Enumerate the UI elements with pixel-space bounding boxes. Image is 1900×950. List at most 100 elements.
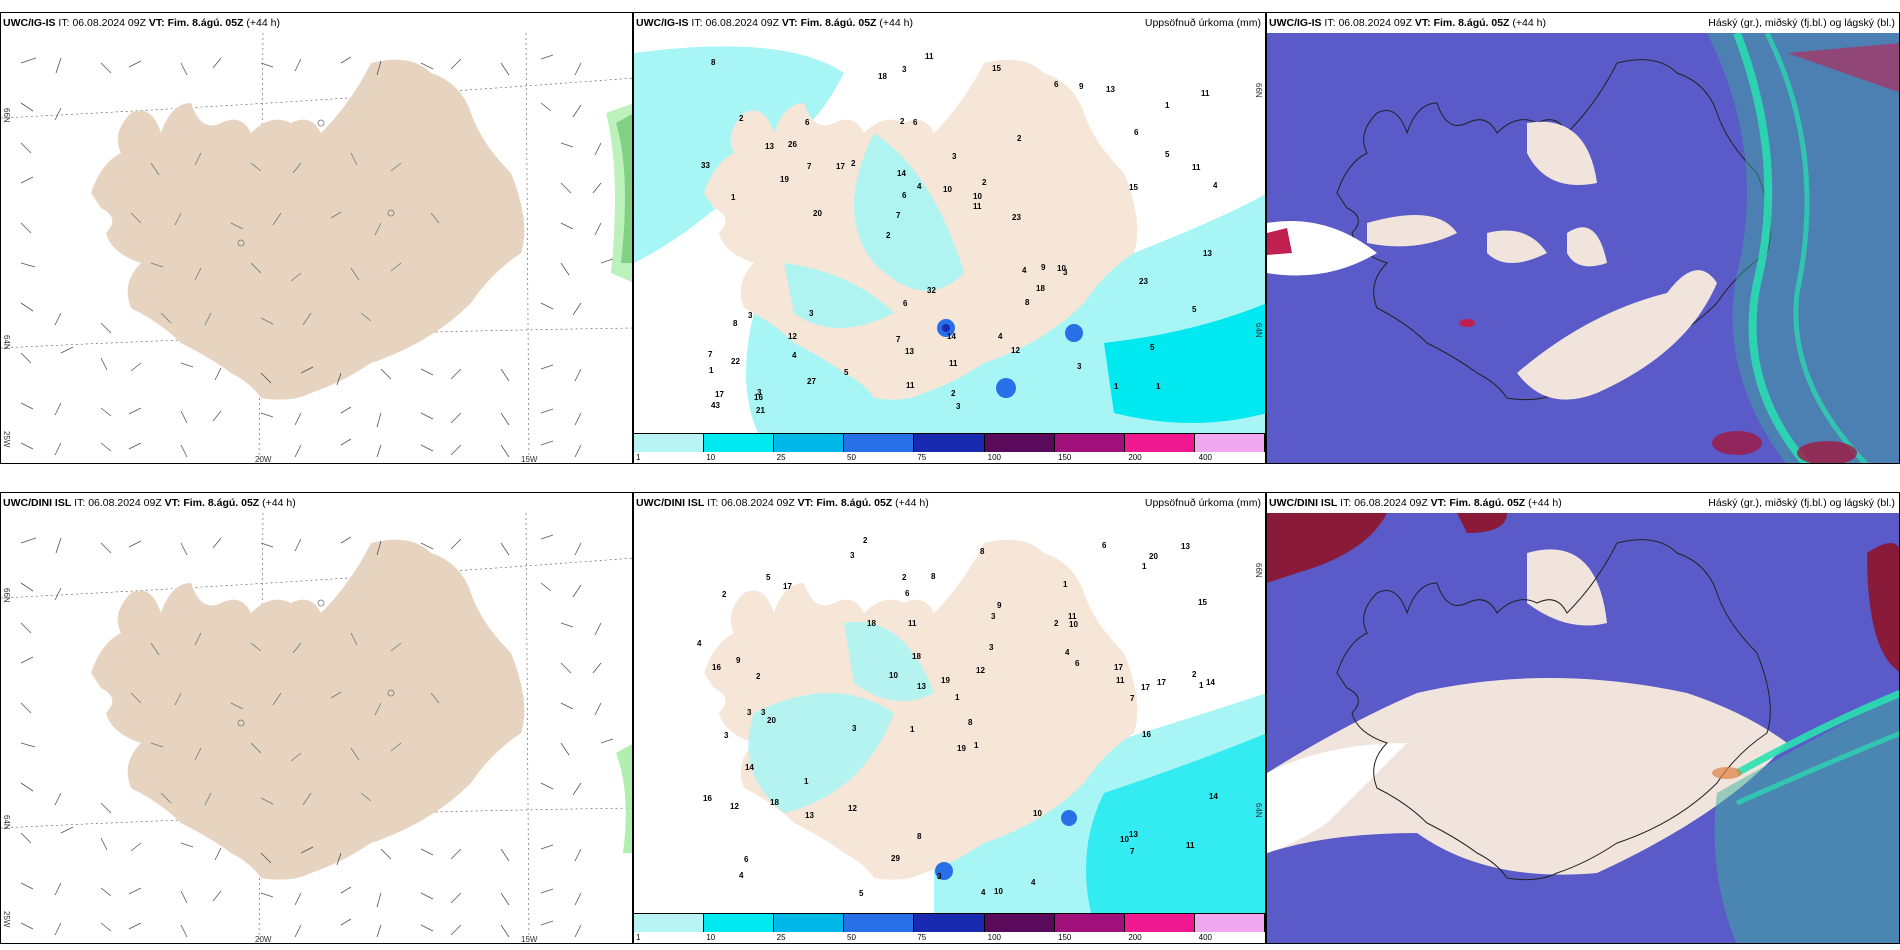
precip-value-label: 4 — [1213, 181, 1218, 190]
precip-value-label: 19 — [957, 744, 966, 753]
precip-value-label: 1 — [1199, 681, 1204, 690]
precip-value-label: 10 — [1033, 809, 1042, 818]
colorbar-tick-label: 400 — [1198, 453, 1213, 462]
precip-value-label: 6 — [902, 191, 907, 200]
precip-value-label: 5 — [859, 889, 864, 898]
colorbar-swatch — [704, 914, 775, 932]
precip-value-label: 11 — [949, 359, 958, 368]
precip-value-label: 13 — [1106, 85, 1115, 94]
precip-value-label: 14 — [1209, 792, 1218, 801]
panel-header: UWC/DINI ISL IT: 06.08.2024 09Z VT: Fim.… — [634, 493, 1265, 513]
colorbar-swatch — [844, 434, 915, 452]
precip-value-label: 14 — [1206, 678, 1215, 687]
precip-value-label: 4 — [1031, 878, 1036, 887]
lat-label: 25W — [2, 431, 11, 448]
precip-value-label: 3 — [991, 612, 996, 621]
precip-value-label: 13 — [905, 347, 914, 356]
panel-header: UWC/IG-IS IT: 06.08.2024 09Z VT: Fim. 8.… — [1, 13, 632, 33]
wind-map-panel-igis: UWC/IG-IS IT: 06.08.2024 09Z VT: Fim. 8.… — [0, 12, 633, 464]
precip-value-label: 3 — [937, 872, 942, 881]
precip-value-label: 2 — [851, 159, 856, 168]
precip-value-label: 11 — [1186, 841, 1195, 850]
precip-value-label: 2 — [756, 672, 761, 681]
precip-value-label: 3 — [748, 311, 753, 320]
colorbar-labels: 1 10 25 50 75 100 150 200 400 — [634, 453, 1265, 463]
precip-value-label: 5 — [1192, 305, 1197, 314]
lat-label: 66N — [1254, 83, 1263, 98]
lat-label: 25W — [2, 911, 11, 928]
precip-value-label: 11 — [906, 381, 915, 390]
precip-value-label: 20 — [1149, 552, 1158, 561]
panel-header: UWC/DINI ISL IT: 06.08.2024 09Z VT: Fim.… — [1267, 493, 1899, 513]
precip-value-label: 3 — [956, 402, 961, 411]
colorbar-tick-label: 50 — [847, 933, 856, 942]
colorbar-tick-label: 25 — [776, 453, 786, 462]
precip-value-label: 6 — [1102, 541, 1107, 550]
precip-value-label: 12 — [788, 332, 797, 341]
precip-value-label: 5 — [1150, 343, 1155, 352]
lat-label: 66N — [1254, 563, 1263, 578]
precip-value-label: 11 — [1192, 163, 1201, 172]
colorbar-swatch — [914, 914, 985, 932]
precip-value-label: 1 — [1114, 382, 1119, 391]
precip-value-label: 10 — [1120, 835, 1129, 844]
precip-colorbar — [634, 913, 1265, 932]
precip-value-label: 4 — [917, 182, 922, 191]
precip-value-label: 13 — [765, 142, 774, 151]
precip-value-label: 8 — [711, 58, 716, 67]
precip-value-label: 1 — [1063, 580, 1068, 589]
lon-label: 15W — [521, 935, 538, 944]
lat-label: 64N — [2, 815, 11, 830]
precip-value-label: 1 — [709, 366, 714, 375]
colorbar-tick-label: 400 — [1198, 933, 1213, 942]
precip-value-label: 32 — [927, 286, 936, 295]
precip-value-label: 16 — [712, 663, 721, 672]
lon-label: 15W — [521, 455, 538, 464]
precip-value-label: 2 — [1054, 619, 1059, 628]
precip-value-label: 2 — [739, 114, 744, 123]
precip-value-label: 18 — [1036, 284, 1045, 293]
colorbar-tick-label: 200 — [1128, 453, 1142, 462]
cloud-map-panel-igis: UWC/IG-IS IT: 06.08.2024 09Z VT: Fim. 8.… — [1266, 12, 1900, 464]
lat-label: 64N — [2, 335, 11, 350]
precip-value-label: 15 — [1198, 598, 1207, 607]
precip-value-label: 1 — [955, 693, 960, 702]
precip-value-label: 8 — [917, 832, 922, 841]
precip-value-label: 2 — [863, 536, 868, 545]
colorbar-swatch — [1054, 914, 1125, 932]
precip-map: 1112232332146232344577666315103171982711… — [634, 33, 1265, 445]
precip-value-label: 3 — [902, 65, 907, 74]
colorbar-tick-label: 10 — [706, 453, 716, 462]
precip-value-label: 3 — [989, 643, 994, 652]
precip-value-label: 11 — [1201, 89, 1210, 98]
precip-value-label: 6 — [905, 589, 910, 598]
colorbar-tick-label: 100 — [987, 453, 1002, 462]
lat-label: 64N — [1254, 803, 1263, 818]
colorbar-swatch — [984, 434, 1055, 452]
panel-title: Uppsöfnuð úrkoma (mm) — [1144, 497, 1261, 509]
panel-header: UWC/IG-IS IT: 06.08.2024 09Z VT: Fim. 8.… — [1267, 13, 1899, 33]
colorbar-swatch — [1194, 434, 1265, 452]
colorbar-swatch — [984, 914, 1055, 932]
precip-value-label: 29 — [891, 854, 900, 863]
precip-map-panel-igis: UWC/IG-IS IT: 06.08.2024 09Z VT: Fim. 8.… — [633, 12, 1266, 464]
precip-value-label: 6 — [903, 299, 908, 308]
precip-value-label: 6 — [913, 118, 918, 127]
precip-value-label: 7 — [896, 335, 901, 344]
precip-value-label: 14 — [947, 332, 956, 341]
precip-value-label: 7 — [896, 211, 901, 220]
precip-value-label: 3 — [850, 551, 855, 560]
precip-value-label: 8 — [1025, 298, 1030, 307]
colorbar-tick-label: 150 — [1058, 933, 1072, 942]
precip-value-label: 10 — [994, 887, 1003, 896]
lon-label: 20W — [255, 455, 272, 464]
precip-value-label: 1 — [974, 741, 979, 750]
cloud-map-panel-dini: UWC/DINI ISL IT: 06.08.2024 09Z VT: Fim.… — [1266, 492, 1900, 944]
precip-value-label: 5 — [1165, 150, 1170, 159]
precip-value-label: 10 — [1057, 264, 1066, 273]
wind-map-panel-dini: UWC/DINI ISL IT: 06.08.2024 09Z VT: Fim.… — [0, 492, 633, 944]
precip-value-label: 16 — [703, 794, 712, 803]
precip-colorbar — [634, 433, 1265, 452]
colorbar-tick-label: 1 — [636, 933, 641, 942]
